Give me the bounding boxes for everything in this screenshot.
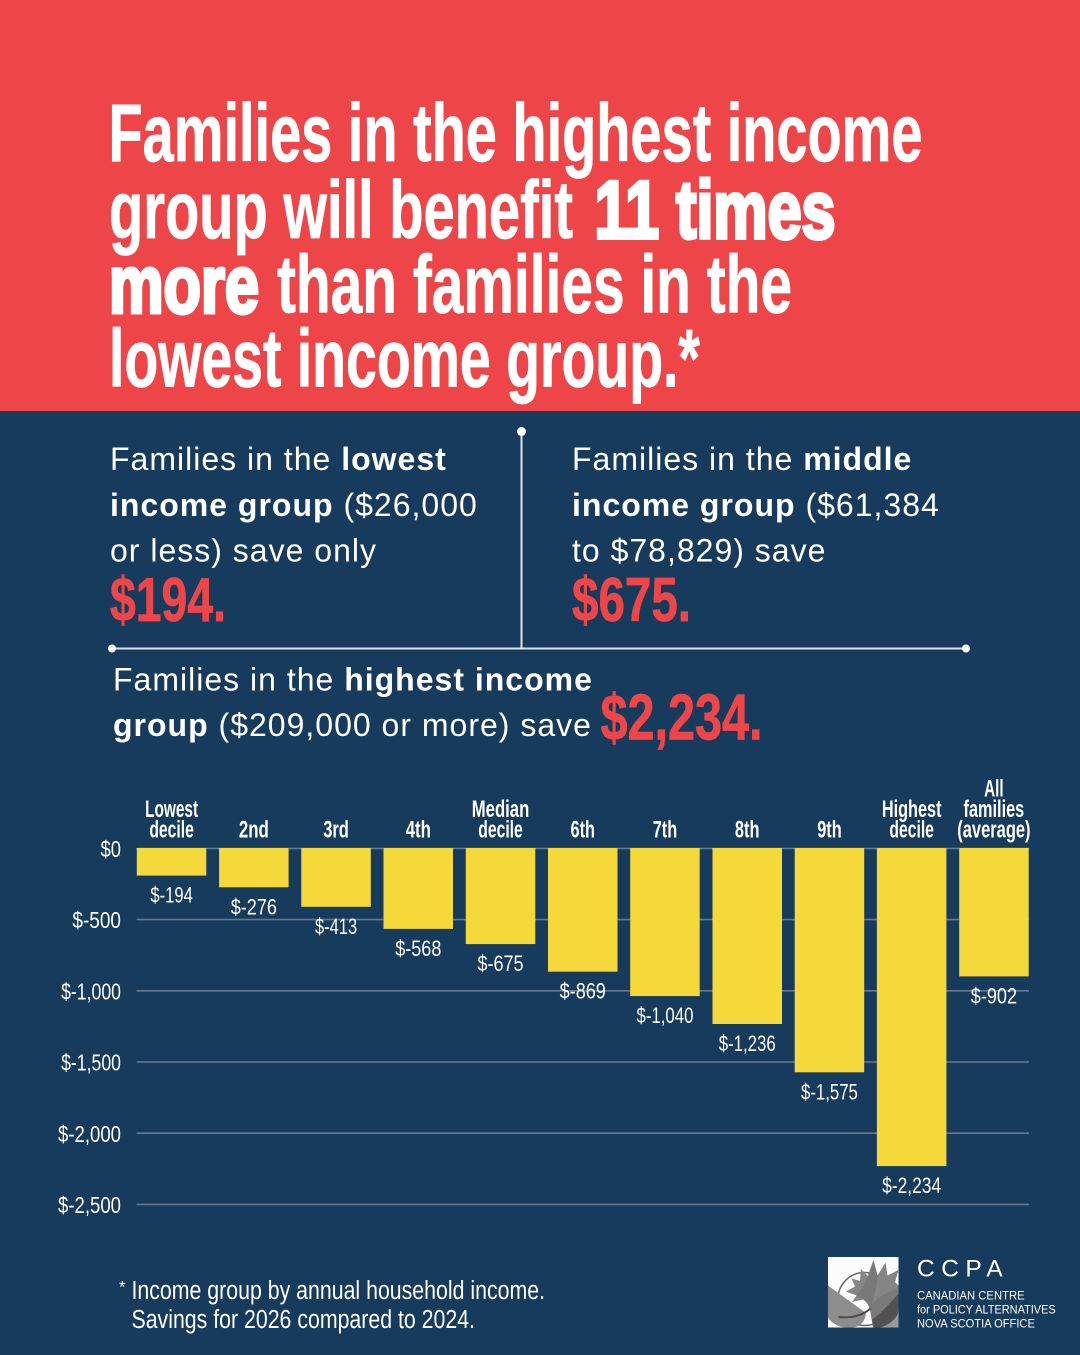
svg-text:Savings for 2026 compared to 2: Savings for 2026 compared to 2024. <box>132 1306 476 1334</box>
svg-text:income group ($61,384: income group ($61,384 <box>572 487 940 523</box>
svg-text:CCPA: CCPA <box>917 1256 1009 1283</box>
svg-text:$-675: $-675 <box>477 951 523 976</box>
svg-text:$-869: $-869 <box>560 979 606 1004</box>
svg-text:group will benefit: group will benefit <box>109 165 573 256</box>
svg-text:CANADIAN CENTRE: CANADIAN CENTRE <box>917 1289 1025 1303</box>
svg-text:$675.: $675. <box>572 566 691 635</box>
svg-text:Families in the middle: Families in the middle <box>572 441 912 477</box>
svg-text:Highest: Highest <box>882 796 942 823</box>
svg-text:$-2,500: $-2,500 <box>58 1192 121 1218</box>
svg-text:$-902: $-902 <box>971 983 1017 1008</box>
svg-text:$-194: $-194 <box>150 883 192 908</box>
svg-text:$-276: $-276 <box>231 894 277 919</box>
svg-text:than families in the: than families in the <box>277 240 792 331</box>
svg-text:*: * <box>119 1278 126 1297</box>
svg-text:Lowest: Lowest <box>145 796 198 823</box>
svg-text:decile: decile <box>889 817 934 844</box>
svg-text:7th: 7th <box>653 817 678 844</box>
svg-text:All: All <box>984 776 1004 803</box>
svg-text:$-2,234: $-2,234 <box>882 1173 941 1198</box>
svg-text:$-1,000: $-1,000 <box>61 978 121 1004</box>
svg-text:income group ($26,000: income group ($26,000 <box>110 487 478 523</box>
svg-text:$-1,575: $-1,575 <box>801 1079 858 1104</box>
svg-text:6th: 6th <box>571 817 596 844</box>
svg-text:(average): (average) <box>957 817 1030 844</box>
svg-text:families: families <box>964 796 1025 823</box>
svg-text:Families in the lowest: Families in the lowest <box>110 441 447 477</box>
svg-text:$-500: $-500 <box>72 907 121 933</box>
svg-text:4th: 4th <box>406 817 431 844</box>
svg-text:NOVA SCOTIA OFFICE: NOVA SCOTIA OFFICE <box>917 1317 1035 1331</box>
svg-text:$2,234.: $2,234. <box>601 681 763 754</box>
svg-text:11 times: 11 times <box>595 165 836 256</box>
svg-text:$-2,000: $-2,000 <box>58 1121 121 1147</box>
svg-text:$-413: $-413 <box>315 914 357 939</box>
svg-text:8th: 8th <box>735 817 760 844</box>
svg-text:to $78,829) save: to $78,829) save <box>572 533 826 569</box>
svg-text:more: more <box>109 240 259 331</box>
svg-text:$-1,236: $-1,236 <box>719 1031 776 1056</box>
svg-text:$194.: $194. <box>110 566 226 635</box>
svg-text:Families in the highest income: Families in the highest income <box>113 662 593 698</box>
svg-text:or less) save only: or less) save only <box>110 533 377 569</box>
svg-text:Families in the highest income: Families in the highest income <box>109 88 923 179</box>
svg-text:$0: $0 <box>101 836 122 862</box>
svg-text:Income group by annual househo: Income group by annual household income. <box>132 1277 546 1305</box>
svg-text:Median: Median <box>472 796 530 823</box>
svg-text:decile: decile <box>478 817 523 844</box>
svg-text:$-1,500: $-1,500 <box>61 1050 121 1076</box>
svg-text:9th: 9th <box>817 817 842 844</box>
svg-text:2nd: 2nd <box>239 817 269 844</box>
svg-text:3rd: 3rd <box>323 817 349 844</box>
svg-text:$-1,040: $-1,040 <box>637 1003 694 1028</box>
svg-text:decile: decile <box>149 817 194 844</box>
svg-text:lowest income group.*: lowest income group.* <box>109 314 700 405</box>
svg-text:group ($209,000 or more) save: group ($209,000 or more) save <box>113 707 592 743</box>
svg-text:$-568: $-568 <box>395 936 441 961</box>
svg-text:for POLICY ALTERNATIVES: for POLICY ALTERNATIVES <box>917 1303 1056 1317</box>
